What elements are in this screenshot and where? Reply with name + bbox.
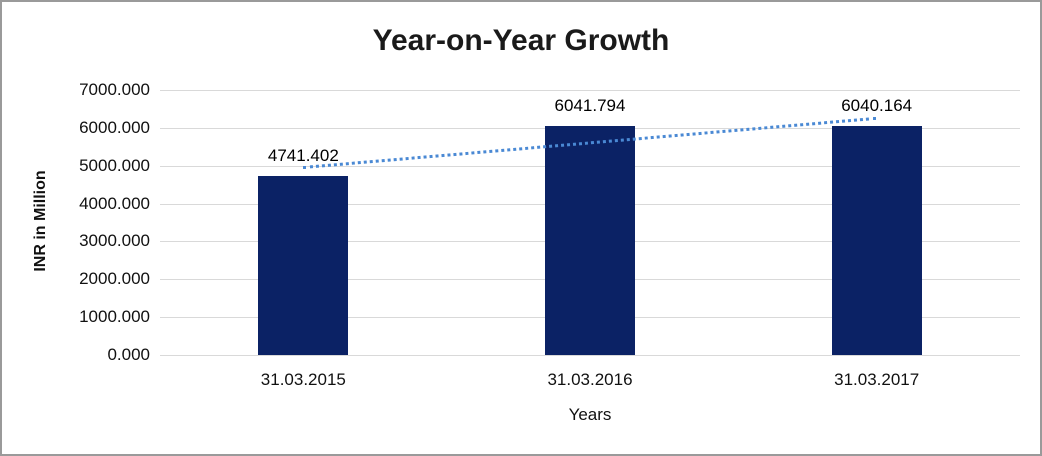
y-tick-label: 2000.000 xyxy=(79,269,150,289)
bar xyxy=(545,126,635,355)
bar xyxy=(831,126,922,355)
y-tick-label: 0.000 xyxy=(107,345,150,364)
bar xyxy=(258,175,349,355)
bar-value-label: 4741.402 xyxy=(267,145,339,165)
gridline xyxy=(160,355,1020,356)
y-tick-label: 4000.000 xyxy=(79,193,150,213)
chart-title: Year-on-Year Growth xyxy=(372,24,670,57)
x-tick-label: 31.03.2017 xyxy=(834,370,920,389)
y-tick-label: 1000.000 xyxy=(79,307,150,327)
bar-value-label: 6040.164 xyxy=(841,96,913,116)
x-tick-label: 31.03.2016 xyxy=(547,370,633,389)
bar-value-label: 6041.794 xyxy=(554,96,626,116)
x-tick-label: 31.03.2015 xyxy=(260,370,346,389)
y-tick-label: 6000.000 xyxy=(79,117,150,137)
y-tick-label: 3000.000 xyxy=(79,231,150,251)
y-tick-label: 7000.000 xyxy=(79,80,150,99)
gridline xyxy=(160,90,1020,91)
y-tick-label: 5000.000 xyxy=(79,155,150,175)
x-axis-title: Years xyxy=(568,405,612,424)
